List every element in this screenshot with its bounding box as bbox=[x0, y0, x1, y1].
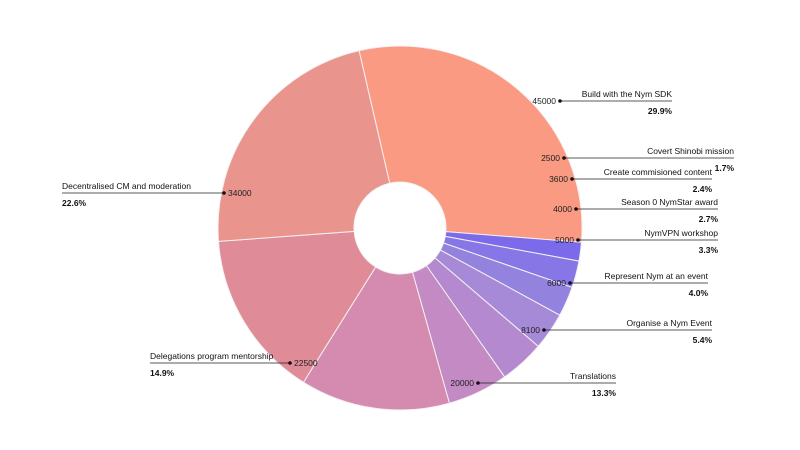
leader-dot bbox=[476, 381, 480, 385]
percent-label: 1.7% bbox=[715, 163, 735, 173]
value-label: 8100 bbox=[521, 325, 540, 335]
leader-dot bbox=[568, 281, 572, 285]
category-label: Create commisioned content bbox=[604, 167, 713, 177]
label-covert-shinobi-mission: 2500 Covert Shinobi mission 1.7% bbox=[541, 146, 734, 173]
percent-label: 2.7% bbox=[699, 214, 719, 224]
percent-label: 5.4% bbox=[693, 335, 713, 345]
value-label: 5000 bbox=[555, 235, 574, 245]
percent-label: 29.9% bbox=[648, 106, 673, 116]
leader-dot bbox=[288, 361, 292, 365]
leader-dot bbox=[542, 328, 546, 332]
percent-label: 4.0% bbox=[689, 288, 709, 298]
percent-label: 2.4% bbox=[693, 184, 713, 194]
label-nymvpn-workshop: 5000 NymVPN workshop 3.3% bbox=[555, 228, 718, 255]
category-label: Represent Nym at an event bbox=[605, 271, 709, 281]
category-label: NymVPN workshop bbox=[644, 228, 718, 238]
value-label: 2500 bbox=[541, 153, 560, 163]
leader-dot bbox=[558, 99, 562, 103]
category-label: Build with the Nym SDK bbox=[582, 89, 673, 99]
label-translations: 20000 Translations 13.3% bbox=[450, 371, 616, 398]
slices-group bbox=[217, 45, 583, 411]
category-label: Delegations program mentorship bbox=[150, 351, 274, 361]
label-create-commisioned-content: 3600 Create commisioned content 2.4% bbox=[549, 167, 713, 194]
leader-dot bbox=[562, 156, 566, 160]
label-season-0-nymstar-award: 4000 Season 0 NymStar award 2.7% bbox=[553, 197, 718, 224]
percent-label: 13.3% bbox=[592, 388, 617, 398]
value-label: 3600 bbox=[549, 174, 568, 184]
value-label: 6000 bbox=[547, 278, 566, 288]
leader-dot bbox=[570, 177, 574, 181]
label-represent-nym-at-an-event: 6000 Represent Nym at an event 4.0% bbox=[547, 271, 709, 298]
category-label: Translations bbox=[570, 371, 616, 381]
category-label: Organise a Nym Event bbox=[626, 318, 712, 328]
leader-dot bbox=[222, 191, 226, 195]
label-delegations-program-mentorship: 22500 Delegations program mentorship 14.9% bbox=[150, 351, 318, 378]
value-label: 34000 bbox=[228, 188, 252, 198]
slice-decentralised-cm-and-moderation bbox=[217, 50, 391, 242]
value-label: 4000 bbox=[553, 204, 572, 214]
percent-label: 22.6% bbox=[62, 198, 87, 208]
value-label: 20000 bbox=[450, 378, 474, 388]
labels-group: 45000 Build with the Nym SDK 29.9% 2500 Cove… bbox=[62, 89, 734, 398]
slice-delegations-program-mentorship bbox=[217, 230, 377, 383]
percent-label: 14.9% bbox=[150, 368, 175, 378]
slice-translations bbox=[302, 266, 451, 411]
leader-dot bbox=[574, 207, 578, 211]
category-label: Covert Shinobi mission bbox=[647, 146, 734, 156]
slice-build-with-the-nym-sdk bbox=[358, 45, 583, 243]
value-label: 45000 bbox=[532, 96, 556, 106]
label-build-with-the-nym-sdk: 45000 Build with the Nym SDK 29.9% bbox=[532, 89, 672, 116]
label-decentralised-cm-and-moderation: 34000 Decentralised CM and moderation 22.6… bbox=[62, 181, 252, 208]
percent-label: 3.3% bbox=[699, 245, 719, 255]
label-organise-a-nym-event: 8100 Organise a Nym Event 5.4% bbox=[521, 318, 713, 345]
category-label: Decentralised CM and moderation bbox=[62, 181, 191, 191]
leader-dot bbox=[576, 238, 580, 242]
category-label: Season 0 NymStar award bbox=[621, 197, 718, 207]
value-label: 22500 bbox=[294, 358, 318, 368]
